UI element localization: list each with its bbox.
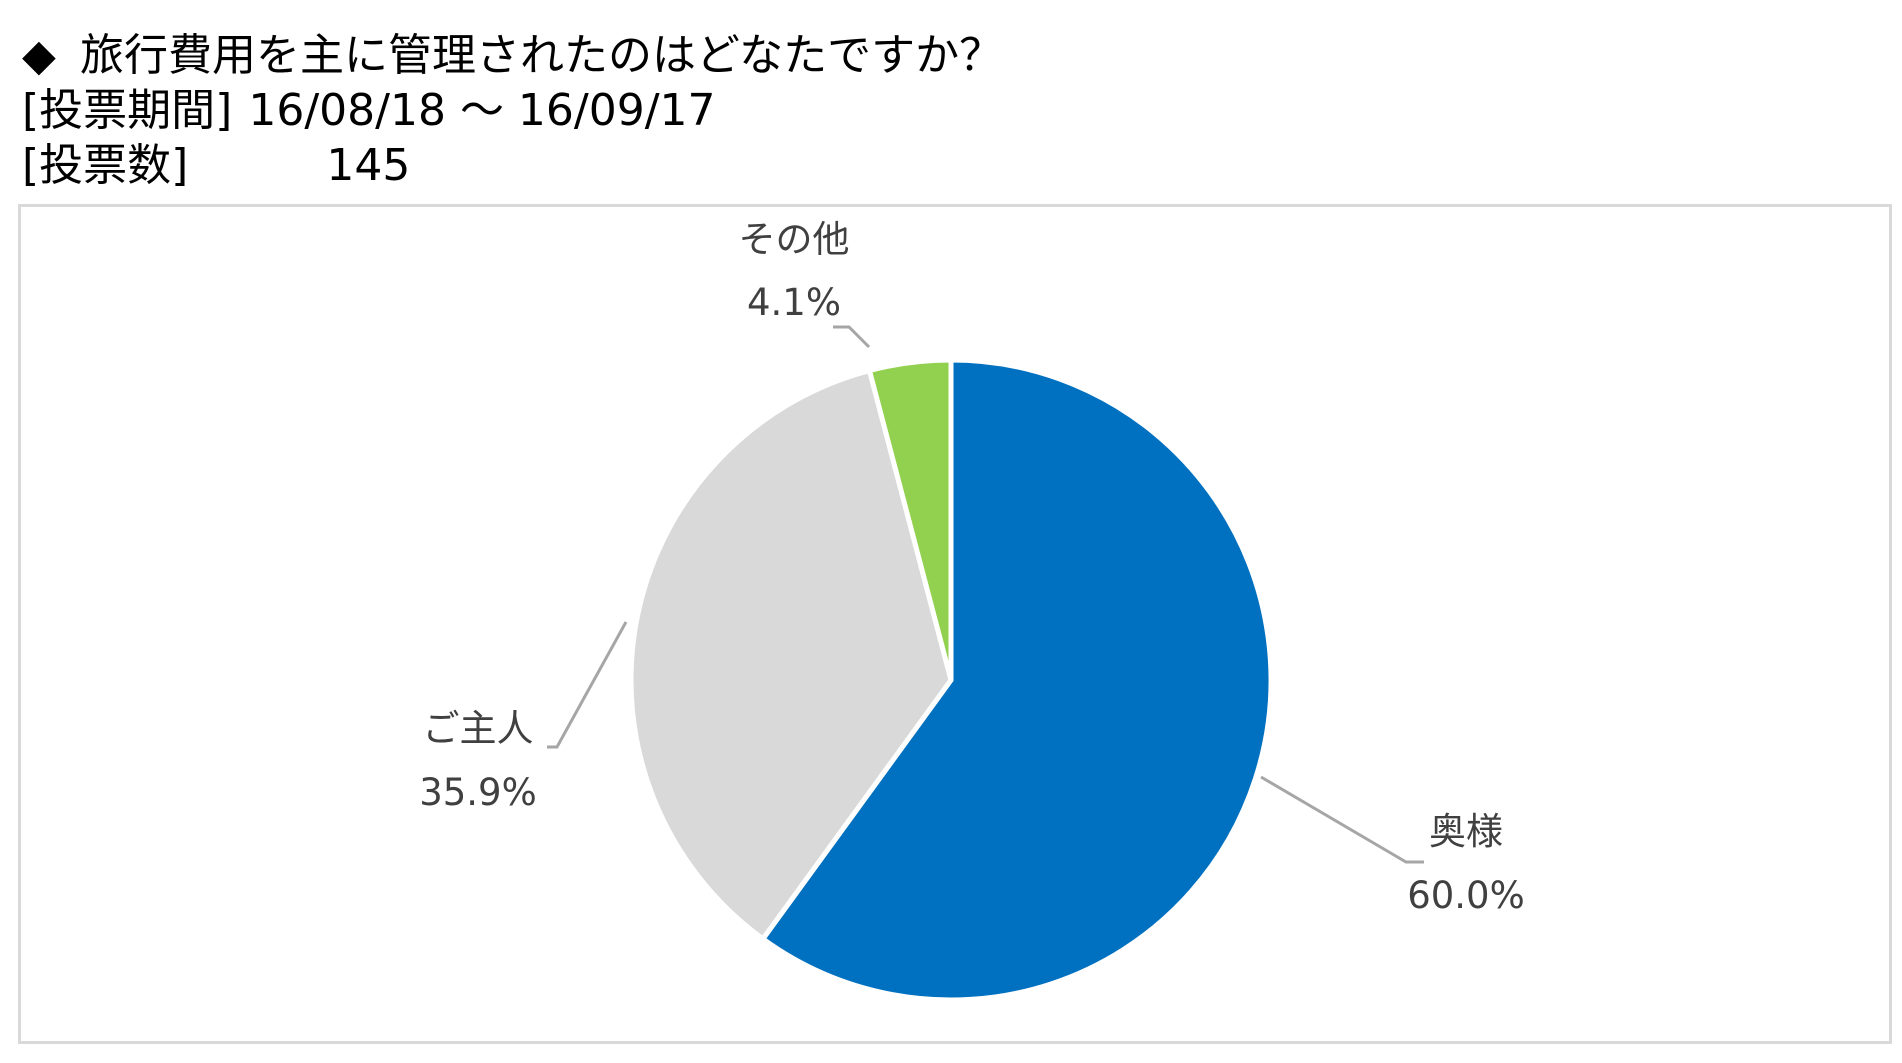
vote-count-value: 145: [326, 140, 411, 191]
voting-period-value: 16/08/18 ～ 16/09/17: [248, 85, 716, 136]
leader-line-2: [547, 621, 628, 749]
leader-line-3: [833, 325, 871, 349]
slice-label-3: その他: [739, 218, 850, 261]
slice-label-2: ご主人: [423, 707, 534, 750]
slice-percent-3: 4.1%: [747, 281, 841, 324]
vote-count: [投票数] 145: [22, 140, 410, 192]
leader-lines: [547, 325, 1424, 864]
pie-slice-1: [760, 357, 1274, 1003]
survey-question: ◆ 旅行費用を主に管理されたのはどなたですか？: [22, 30, 1003, 82]
pie-slice-3: [866, 357, 954, 683]
diamond-bullet-icon: ◆: [22, 30, 56, 81]
pie-chart: 奥様 60.0% ご主人 35.9% その他 4.1%: [419, 218, 1525, 1003]
slice-percent-1: 60.0%: [1407, 874, 1525, 917]
pie-slice-2: [628, 368, 954, 942]
slice-percent-2: 35.9%: [419, 771, 537, 814]
chart-frame: 奥様 60.0% ご主人 35.9% その他 4.1%: [18, 204, 1892, 1044]
data-labels: 奥様 60.0% ご主人 35.9% その他 4.1%: [419, 218, 1525, 917]
pie-slices: [628, 357, 1274, 1003]
voting-period-label: [投票期間]: [22, 85, 233, 136]
voting-period: [投票期間] 16/08/18 ～ 16/09/17: [22, 85, 716, 137]
leader-line-1: [1260, 775, 1424, 864]
vote-count-label: [投票数]: [22, 140, 189, 191]
slice-label-1: 奥様: [1429, 810, 1503, 853]
question-text: 旅行費用を主に管理されたのはどなたですか？: [80, 30, 1004, 81]
